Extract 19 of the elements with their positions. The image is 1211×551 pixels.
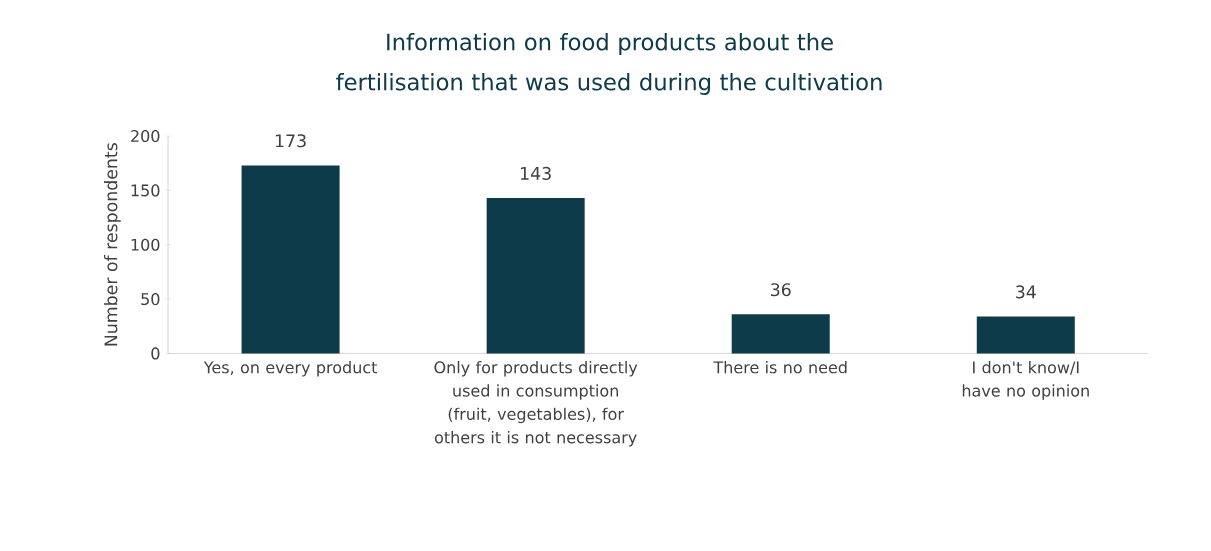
y-tick-label: 50 [141, 293, 160, 306]
x-tick-label: Only for products directly used in consumption (fruit, vegetables), for others it is not necessary [434, 361, 638, 447]
data-label: 36 [771, 283, 791, 297]
data-label: 173 [275, 134, 306, 148]
bar [731, 314, 830, 354]
x-tick-label: I don't know/I have no opinion [962, 361, 1089, 400]
bar [976, 316, 1075, 354]
y-axis-title: Number of respondents [104, 143, 121, 346]
x-tick-label: There is no need [713, 361, 847, 374]
y-tick-label: 100 [131, 238, 160, 251]
chart-title: Information on food products about the fertilisation that was used during the cultivation [336, 33, 882, 96]
bar [241, 165, 340, 354]
x-tick-label: Yes, on every product [203, 361, 378, 377]
y-tick-label: 200 [131, 130, 160, 143]
data-label: 143 [521, 166, 551, 181]
bar [486, 198, 585, 354]
y-tick-label: 150 [131, 184, 160, 197]
y-tick-label: 0 [151, 347, 160, 360]
data-label: 34 [1016, 285, 1036, 299]
